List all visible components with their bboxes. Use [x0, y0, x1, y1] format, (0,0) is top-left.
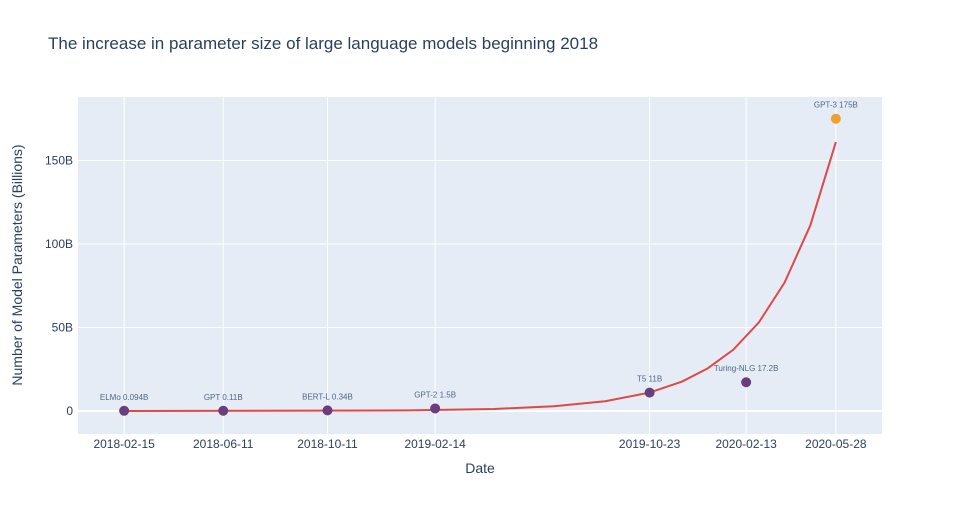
data-label: GPT-3 175B — [814, 101, 858, 110]
x-axis-label: Date — [465, 460, 495, 476]
trend-line — [124, 141, 837, 412]
data-point — [830, 113, 841, 124]
data-label: GPT 0.11B — [204, 393, 243, 402]
y-tick-label: 0 — [66, 404, 73, 418]
x-tick-label: 2019-10-23 — [619, 437, 681, 451]
data-point — [644, 387, 655, 398]
data-point — [430, 403, 441, 414]
x-tick-label: 2019-02-14 — [404, 437, 466, 451]
x-tick-label: 2018-02-15 — [93, 437, 155, 451]
y-tick-label: 100B — [45, 237, 73, 251]
y-tick-label: 50B — [52, 320, 73, 334]
x-tick-label: 2018-06-11 — [193, 437, 254, 451]
data-point — [218, 405, 229, 416]
data-label: Turing-NLG 17.2B — [714, 364, 779, 373]
plot-area — [78, 97, 882, 434]
y-axis-label: Number of Model Parameters (Billions) — [9, 144, 25, 385]
x-tick-label: 2018-10-11 — [297, 437, 358, 451]
data-label: BERT-L 0.34B — [302, 392, 353, 401]
data-label: GPT-2 1.5B — [414, 390, 456, 399]
data-label: ELMo 0.094B — [100, 393, 148, 402]
data-point — [119, 405, 130, 416]
x-tick-label: 2020-05-28 — [805, 437, 867, 451]
data-point — [741, 377, 752, 388]
y-tick-label: 150B — [45, 153, 73, 167]
data-label: T5 11B — [637, 375, 662, 384]
data-point — [322, 405, 333, 416]
chart-title: The increase in parameter size of large … — [48, 34, 598, 53]
x-tick-label: 2020-02-13 — [715, 437, 777, 451]
